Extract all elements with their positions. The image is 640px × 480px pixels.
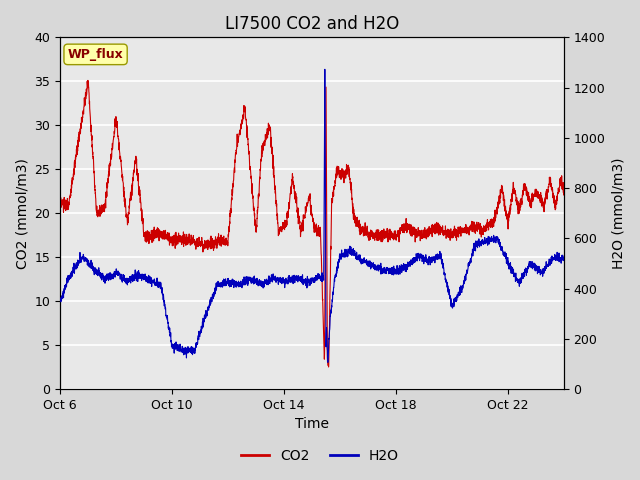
Text: WP_flux: WP_flux [68, 48, 124, 61]
Y-axis label: H2O (mmol/m3): H2O (mmol/m3) [611, 157, 625, 269]
Title: LI7500 CO2 and H2O: LI7500 CO2 and H2O [225, 15, 399, 33]
Y-axis label: CO2 (mmol/m3): CO2 (mmol/m3) [15, 158, 29, 269]
X-axis label: Time: Time [295, 418, 329, 432]
Legend: CO2, H2O: CO2, H2O [236, 443, 404, 468]
